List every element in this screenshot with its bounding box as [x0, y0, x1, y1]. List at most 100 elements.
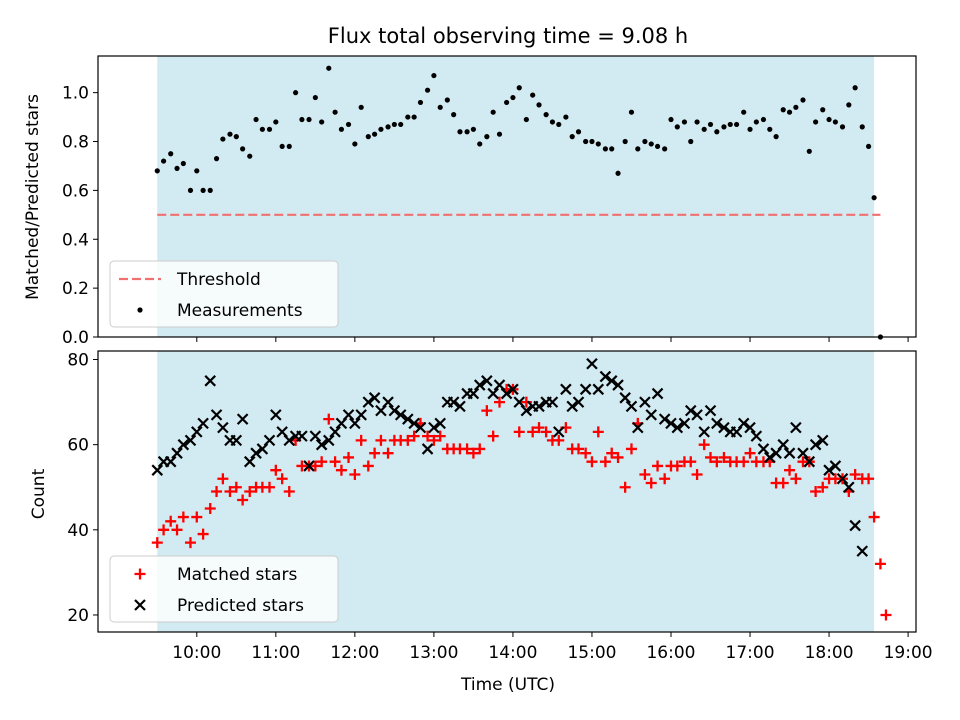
- y-tick-label: 0.4: [62, 230, 89, 250]
- measurement-point: [352, 141, 358, 147]
- matched-star-point: [573, 443, 585, 455]
- predicted-star-point: [243, 455, 256, 468]
- measurement-point: [681, 119, 688, 125]
- matched-star-point: [369, 447, 381, 459]
- x-tick-label: 14:00: [488, 643, 537, 663]
- measurement-point: [470, 126, 477, 132]
- matched-star-point: [204, 503, 216, 515]
- measurement-point: [846, 102, 852, 108]
- matched-star-point: [177, 511, 189, 523]
- predicted-star-point: [783, 447, 796, 459]
- x-tick-label: 13:00: [409, 643, 458, 663]
- legend-plus-swatch: [134, 568, 146, 580]
- measurement-point: [220, 136, 226, 142]
- legend-box: [109, 260, 339, 328]
- measurement-point: [688, 138, 694, 145]
- measurement-point: [536, 102, 542, 108]
- measurement-point: [549, 119, 556, 125]
- y-tick-label: 80: [67, 351, 89, 371]
- measurement-point: [464, 129, 470, 135]
- measurement-point: [213, 156, 220, 162]
- predicted-star-point: [473, 379, 486, 391]
- matched-star-point: [244, 486, 256, 497]
- predicted-star-point: [230, 434, 243, 447]
- predicted-star-point: [467, 387, 480, 400]
- measurement-point: [694, 119, 700, 125]
- matched-star-point: [652, 460, 664, 472]
- measurement-point: [760, 116, 767, 123]
- measurement-point: [563, 114, 569, 120]
- measurement-point: [358, 104, 364, 110]
- predicted-star-point: [605, 375, 618, 387]
- legend-label: Measurements: [177, 301, 303, 321]
- measurement-point: [477, 141, 483, 147]
- matched-star-point: [777, 477, 789, 489]
- matched-star-point: [698, 439, 710, 451]
- series-predicted-stars: [152, 359, 869, 557]
- predicted-star-point: [402, 413, 414, 425]
- measurement-point: [437, 104, 443, 110]
- matched-star-point: [810, 486, 822, 497]
- measurement-point: [194, 168, 200, 174]
- measurement-point: [411, 114, 417, 120]
- predicted-star-point: [323, 434, 335, 447]
- matched-star-point: [165, 515, 177, 527]
- predicted-star-point: [678, 417, 691, 430]
- predicted-star-point: [171, 447, 183, 459]
- matched-star-point: [586, 456, 598, 468]
- measurement-point: [628, 109, 635, 115]
- measurement-point: [733, 121, 740, 128]
- matched-star-point: [671, 460, 683, 472]
- measurement-point: [233, 134, 239, 140]
- measurement-point: [484, 134, 490, 140]
- predicted-star-point: [651, 387, 664, 400]
- matched-star-point: [744, 447, 756, 459]
- axes-frame: [97, 350, 917, 633]
- measurement-point: [569, 134, 575, 140]
- predicted-star-point: [507, 383, 519, 396]
- matched-star-point: [520, 396, 532, 408]
- matched-star-point: [422, 430, 434, 442]
- legend-label: Threshold: [176, 270, 261, 290]
- measurement-point: [431, 72, 437, 79]
- matched-star-point: [625, 443, 637, 455]
- predicted-star-point: [303, 460, 315, 472]
- matched-star-point: [711, 456, 723, 468]
- measurement-point: [405, 114, 411, 120]
- predicted-star-point: [315, 438, 328, 451]
- measurement-point: [292, 90, 299, 96]
- predicted-star-point: [362, 396, 375, 408]
- count-axis-label: Count: [29, 468, 49, 519]
- measurement-point: [154, 168, 160, 174]
- matched-star-point: [592, 426, 604, 438]
- measurement-point: [753, 119, 759, 125]
- x-tick-label: 18:00: [805, 643, 854, 663]
- matched-star-point: [224, 486, 236, 497]
- x-tick-label: 11:00: [251, 643, 300, 663]
- measurement-point: [207, 187, 213, 193]
- matched-star-point: [461, 443, 473, 455]
- measurement-point: [859, 124, 865, 130]
- measurement-point: [332, 109, 338, 115]
- matched-star-point: [382, 447, 394, 459]
- measurement-point: [286, 143, 292, 150]
- predicted-star-point: [552, 426, 565, 438]
- predicted-star-point: [368, 392, 381, 404]
- predicted-star-point: [283, 434, 296, 447]
- measurement-point: [800, 97, 806, 103]
- predicted-star-point: [394, 409, 407, 421]
- predicted-star-point: [355, 409, 367, 421]
- matched-star-point: [487, 430, 499, 442]
- matched-star-point: [868, 511, 880, 523]
- measurement-point: [773, 134, 779, 140]
- x-tick-label: 16:00: [646, 643, 695, 663]
- matched-star-point: [533, 422, 545, 434]
- matched-star-point: [863, 473, 875, 485]
- measurement-point: [306, 116, 312, 123]
- measurement-point: [417, 99, 424, 106]
- predicted-star-point: [388, 404, 401, 417]
- predicted-star-point: [632, 421, 644, 434]
- matched-star-point: [599, 456, 611, 468]
- matched-star-point: [659, 473, 671, 485]
